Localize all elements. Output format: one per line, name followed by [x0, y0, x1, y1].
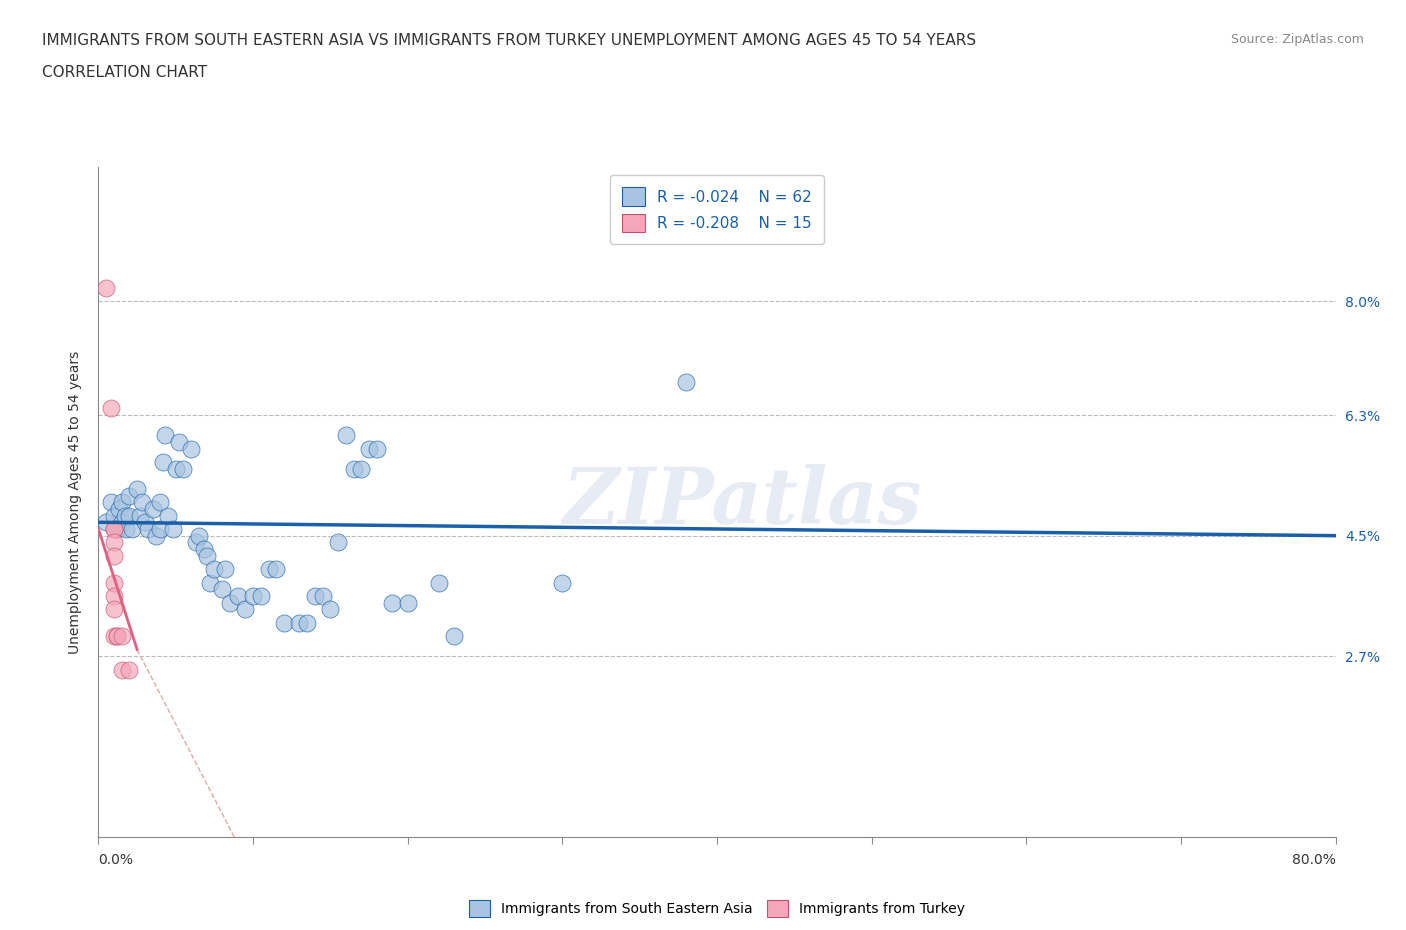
Point — [381, 595, 404, 610]
Point — [149, 522, 172, 537]
Point — [198, 575, 221, 590]
Point — [357, 441, 380, 456]
Point — [115, 522, 138, 537]
Point — [103, 522, 125, 537]
Point — [153, 428, 176, 443]
Point — [100, 495, 122, 510]
Point — [297, 616, 319, 631]
Point — [118, 662, 141, 677]
Point — [103, 535, 125, 550]
Point — [257, 562, 280, 577]
Point — [675, 374, 697, 389]
Point — [149, 495, 172, 510]
Point — [103, 522, 125, 537]
Point — [165, 461, 187, 476]
Point — [195, 549, 218, 564]
Point — [105, 629, 128, 644]
Point — [551, 575, 574, 590]
Point — [326, 535, 350, 550]
Point — [188, 528, 211, 543]
Point — [111, 662, 134, 677]
Point — [211, 582, 233, 597]
Point — [235, 602, 257, 617]
Point — [96, 515, 118, 530]
Point — [162, 522, 184, 537]
Point — [180, 441, 202, 456]
Point — [121, 522, 143, 537]
Point — [103, 629, 125, 644]
Point — [193, 541, 215, 556]
Point — [145, 528, 167, 543]
Point — [107, 501, 129, 516]
Point — [103, 589, 125, 604]
Point — [427, 575, 450, 590]
Point — [335, 428, 357, 443]
Point — [103, 575, 125, 590]
Point — [105, 629, 128, 644]
Point — [242, 589, 264, 604]
Point — [396, 595, 419, 610]
Point — [103, 602, 125, 617]
Text: IMMIGRANTS FROM SOUTH EASTERN ASIA VS IMMIGRANTS FROM TURKEY UNEMPLOYMENT AMONG : IMMIGRANTS FROM SOUTH EASTERN ASIA VS IM… — [42, 33, 976, 47]
Point — [226, 589, 249, 604]
Y-axis label: Unemployment Among Ages 45 to 54 years: Unemployment Among Ages 45 to 54 years — [67, 351, 82, 654]
Point — [167, 434, 190, 449]
Point — [157, 508, 180, 523]
Point — [266, 562, 288, 577]
Point — [114, 508, 136, 523]
Point — [219, 595, 242, 610]
Point — [350, 461, 373, 476]
Text: Source: ZipAtlas.com: Source: ZipAtlas.com — [1230, 33, 1364, 46]
Point — [443, 629, 465, 644]
Point — [142, 501, 165, 516]
Legend: Immigrants from South Eastern Asia, Immigrants from Turkey: Immigrants from South Eastern Asia, Immi… — [463, 893, 972, 923]
Point — [312, 589, 335, 604]
Point — [250, 589, 273, 604]
Point — [105, 522, 128, 537]
Point — [103, 508, 125, 523]
Point — [173, 461, 195, 476]
Point — [184, 535, 207, 550]
Point — [111, 495, 134, 510]
Point — [118, 488, 141, 503]
Point — [127, 482, 149, 497]
Point — [304, 589, 326, 604]
Point — [366, 441, 388, 456]
Text: CORRELATION CHART: CORRELATION CHART — [42, 65, 207, 80]
Point — [131, 495, 153, 510]
Point — [134, 515, 156, 530]
Point — [111, 515, 134, 530]
Point — [129, 508, 152, 523]
Text: 80.0%: 80.0% — [1292, 853, 1336, 868]
Point — [111, 629, 134, 644]
Point — [204, 562, 226, 577]
Point — [118, 508, 141, 523]
Point — [319, 602, 342, 617]
Point — [343, 461, 366, 476]
Point — [100, 401, 122, 416]
Point — [136, 522, 159, 537]
Text: ZIPatlas: ZIPatlas — [562, 464, 921, 540]
Point — [152, 455, 174, 470]
Text: 0.0%: 0.0% — [98, 853, 134, 868]
Point — [288, 616, 311, 631]
Point — [214, 562, 236, 577]
Point — [273, 616, 295, 631]
Point — [103, 549, 125, 564]
Point — [96, 281, 118, 296]
